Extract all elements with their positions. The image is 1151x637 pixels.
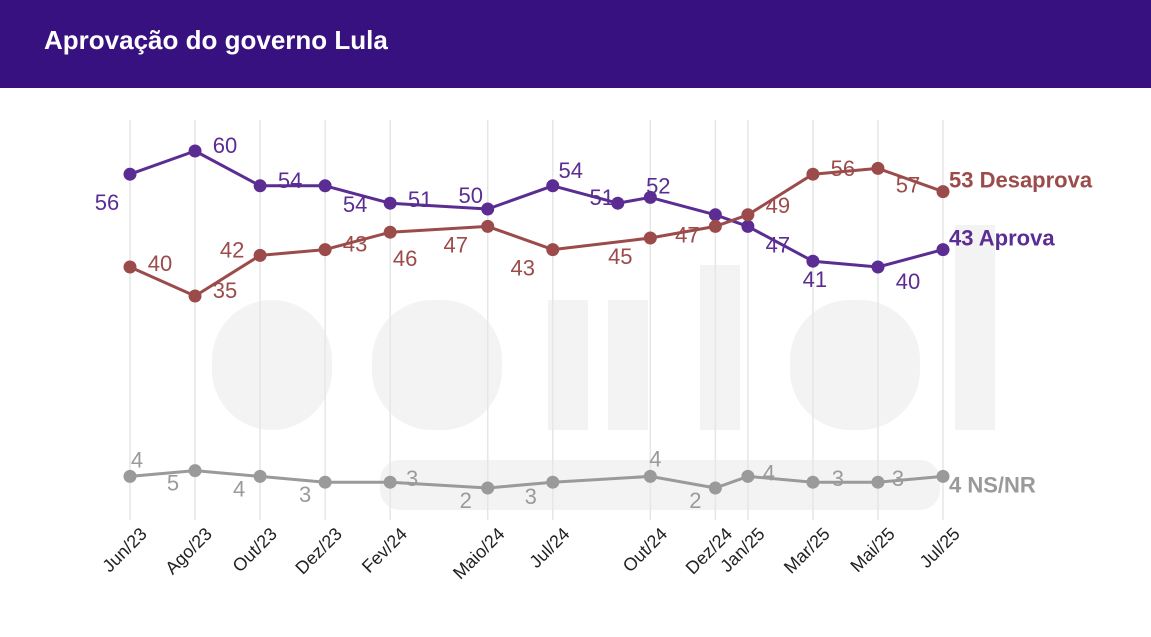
desaprova-data-label: 46	[393, 246, 417, 271]
desaprova-point	[936, 185, 950, 199]
nsnr-point	[871, 475, 885, 489]
nsnr-point	[123, 469, 137, 483]
nsnr-point	[188, 464, 202, 478]
nsnr-data-label: 5	[167, 471, 179, 496]
desaprova-point	[383, 225, 397, 239]
desaprova-point	[806, 167, 820, 181]
nsnr-point	[383, 475, 397, 489]
x-tick-label: Out/24	[619, 524, 671, 576]
nsnr-data-label: 4	[649, 446, 661, 471]
desaprova-point	[253, 248, 267, 262]
aprova-point	[643, 190, 657, 204]
aprova-point	[936, 243, 950, 257]
header-bar: Aprovação do governo Lula	[0, 0, 1151, 88]
desaprova-data-label: 43	[343, 232, 367, 257]
aprova-point	[253, 179, 267, 193]
aprova-data-label: 52	[646, 173, 670, 198]
desaprova-data-label: 45	[608, 244, 632, 269]
desaprova-data-label: 43	[511, 256, 535, 281]
desaprova-end-label: 53 Desaprova	[949, 168, 1093, 193]
aprova-point	[708, 208, 722, 222]
nsnr-data-label: 3	[892, 466, 904, 491]
aprova-point	[383, 196, 397, 210]
x-tick-label: Mar/25	[780, 524, 834, 578]
aprova-data-label: 60	[213, 133, 237, 158]
desaprova-data-label: 57	[896, 172, 920, 197]
chart-title: Aprovação do governo Lula	[44, 25, 388, 55]
aprova-data-label: 54	[559, 158, 583, 183]
watermark-logo	[212, 225, 995, 510]
nsnr-data-label: 3	[299, 482, 311, 507]
series-layer	[123, 144, 950, 495]
nsnr-point	[708, 481, 722, 495]
nsnr-end-label: 4 NS/NR	[949, 472, 1036, 497]
x-tick-label: Jul/25	[916, 524, 964, 572]
aprova-point	[806, 254, 820, 268]
desaprova-data-label: 40	[148, 251, 172, 276]
nsnr-point	[643, 469, 657, 483]
x-tick-label: Jun/23	[98, 524, 150, 576]
nsnr-data-label: 2	[689, 488, 701, 513]
x-tick-label: Dez/23	[291, 524, 345, 578]
nsnr-point	[741, 469, 755, 483]
desaprova-data-label: 56	[831, 156, 855, 181]
nsnr-data-label: 4	[131, 447, 143, 472]
aprova-data-label: 40	[896, 269, 920, 294]
nsnr-point	[481, 481, 495, 495]
nsnr-data-label: 2	[460, 488, 472, 513]
desaprova-point	[741, 208, 755, 222]
nsnr-data-label: 3	[525, 484, 537, 509]
nsnr-point	[546, 475, 560, 489]
aprova-data-label: 54	[343, 192, 367, 217]
x-tick-label: Mai/25	[846, 524, 898, 576]
aprova-point	[546, 179, 560, 193]
desaprova-point	[188, 289, 202, 303]
nsnr-data-label: 4	[233, 476, 245, 501]
aprova-point	[188, 144, 202, 158]
x-tick-label: Out/23	[229, 524, 281, 576]
nsnr-point	[318, 475, 332, 489]
desaprova-data-label: 47	[675, 222, 699, 247]
nsnr-data-label: 3	[832, 466, 844, 491]
x-tick-label: Maio/24	[449, 524, 508, 583]
aprova-data-label: 50	[458, 183, 482, 208]
x-axis-ticks: Jun/23 Ago/23 Out/23 Dez/23 Fev/24 Maio/24 Jul…	[98, 524, 963, 583]
aprova-point	[481, 202, 495, 216]
aprova-point	[741, 219, 755, 233]
aprova-point	[871, 260, 885, 274]
aprova-data-label: 51	[590, 185, 614, 210]
aprova-point	[318, 179, 332, 193]
aprova-point	[611, 196, 625, 210]
desaprova-point	[643, 231, 657, 245]
desaprova-data-label: 49	[766, 193, 790, 218]
grid-lines	[129, 120, 944, 520]
aprova-line	[129, 149, 944, 269]
nsnr-point	[253, 469, 267, 483]
aprova-point	[123, 167, 137, 181]
x-tick-label: Ago/23	[161, 524, 215, 578]
nsnr-data-label: 3	[406, 466, 418, 491]
desaprova-data-label: 42	[220, 237, 244, 262]
nsnr-data-label: 4	[763, 460, 775, 485]
aprova-data-label: 54	[278, 168, 302, 193]
desaprova-data-label: 47	[443, 232, 467, 257]
desaprova-point	[318, 243, 332, 257]
x-tick-label: Jul/24	[525, 524, 573, 572]
desaprova-data-label: 35	[213, 278, 237, 303]
desaprova-point	[546, 243, 560, 257]
aprova-data-label: 47	[766, 232, 790, 257]
desaprova-point	[871, 161, 885, 175]
nsnr-point	[936, 469, 950, 483]
aprova-data-label: 56	[95, 190, 119, 215]
nsnr-point	[806, 475, 820, 489]
aprova-data-label: 41	[803, 267, 827, 292]
aprova-data-label: 51	[408, 187, 432, 212]
desaprova-point	[123, 260, 137, 274]
desaprova-point	[708, 219, 722, 233]
aprova-end-label: 43 Aprova	[949, 226, 1055, 251]
x-tick-label: Fev/24	[358, 524, 411, 577]
desaprova-point	[481, 219, 495, 233]
